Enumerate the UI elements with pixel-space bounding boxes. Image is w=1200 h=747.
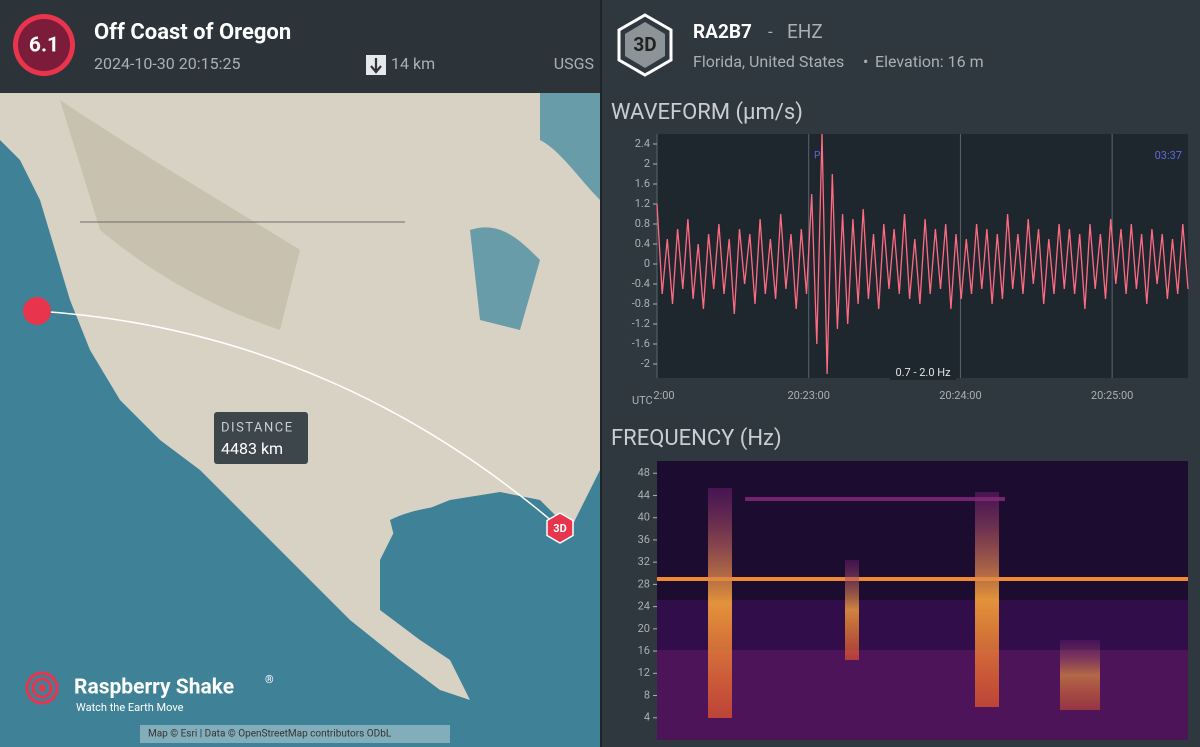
mountains	[60, 100, 300, 330]
y-tick-label: 20	[638, 622, 650, 635]
magnitude-badge	[18, 19, 70, 71]
y-tick-label: 24	[638, 600, 650, 613]
station-badge	[625, 22, 665, 68]
y-tick-label: 12	[638, 666, 650, 679]
x-tick-label: 20:24:00	[939, 389, 981, 402]
event-source: USGS	[554, 54, 594, 73]
y-tick-label: 0.4	[635, 237, 650, 250]
brand-mark: ®	[265, 673, 274, 686]
station-elevation: Elevation: 16 m	[875, 52, 984, 71]
brand-logo	[25, 671, 59, 705]
clock: 03:37	[1155, 149, 1182, 162]
filter-label: 0.7 - 2.0 Hz	[895, 366, 951, 379]
filter-box	[890, 365, 956, 380]
event-depth: 14 km	[391, 54, 435, 73]
y-tick-label: -1.6	[632, 337, 650, 350]
separator: -	[768, 22, 773, 42]
y-tick-label: 1.6	[635, 177, 650, 190]
hudson-bay	[540, 93, 600, 200]
station-location: Florida, United States	[693, 52, 844, 71]
station-code: RA2B7	[693, 20, 752, 43]
divider	[600, 0, 602, 747]
gulf	[390, 505, 550, 604]
spectrogram	[657, 461, 1188, 740]
distance-value: 4483 km	[221, 439, 283, 458]
y-tick-label: 0	[644, 257, 650, 270]
station-badge-label: 3D	[633, 33, 656, 56]
attribution: Map © Esri | Data © OpenStreetMap contri…	[148, 728, 392, 740]
y-tick-label: 2	[644, 157, 650, 170]
waveform-trace	[656, 133, 1189, 375]
y-tick-label: 48	[638, 466, 650, 479]
y-tick-label: 0.8	[635, 217, 650, 230]
brand: Raspberry Shake	[74, 676, 234, 700]
event-header	[0, 0, 600, 93]
distance-box	[214, 412, 308, 464]
time-label: UTC	[632, 394, 653, 407]
station-marker-label: 3D	[553, 522, 566, 535]
y-tick-label: 44	[638, 488, 650, 501]
y-tick-label: -0.4	[632, 277, 650, 290]
great-lakes	[470, 227, 540, 330]
y-tick-label: 8	[644, 688, 650, 701]
y-tick-label: 16	[638, 644, 650, 657]
y-tick-label: 32	[638, 555, 650, 568]
y-tick-label: 40	[638, 511, 650, 524]
map: 3D DISTANCE 4483 km Raspberry Shake ® Wa…	[0, 93, 600, 747]
y-tick-label: -2	[641, 357, 650, 370]
phase-label: P	[814, 151, 820, 162]
event-title: Off Coast of Oregon	[94, 20, 291, 45]
attribution-box	[140, 725, 450, 743]
channel: EHZ	[787, 20, 823, 43]
tagline: Watch the Earth Move	[76, 701, 184, 714]
x-tick-label: 2:00	[653, 389, 674, 402]
y-tick-label: -1.2	[632, 317, 650, 330]
y-tick-label: -0.8	[632, 297, 650, 310]
y-tick-label: 2.4	[635, 137, 650, 150]
distance-label: DISTANCE	[221, 420, 294, 435]
y-tick-label: 28	[638, 577, 650, 590]
distance-arc	[36, 310, 561, 529]
depth-arrow	[370, 58, 382, 74]
x-tick-label: 20:23:00	[788, 389, 830, 402]
station-marker	[546, 512, 574, 544]
y-tick-label: 1.2	[635, 197, 650, 210]
epicenter	[23, 297, 51, 325]
waveform-title: WAVEFORM (µm/s)	[611, 100, 803, 125]
x-tick-label: 20:25:00	[1091, 389, 1133, 402]
event-datetime: 2024-10-30 20:15:25	[94, 54, 240, 73]
bullet: •	[863, 52, 868, 71]
y-tick-label: 4	[644, 711, 650, 724]
frequency-title: FREQUENCY (Hz)	[611, 426, 782, 451]
y-tick-label: 36	[638, 533, 650, 546]
magnitude: 6.1	[29, 34, 59, 58]
